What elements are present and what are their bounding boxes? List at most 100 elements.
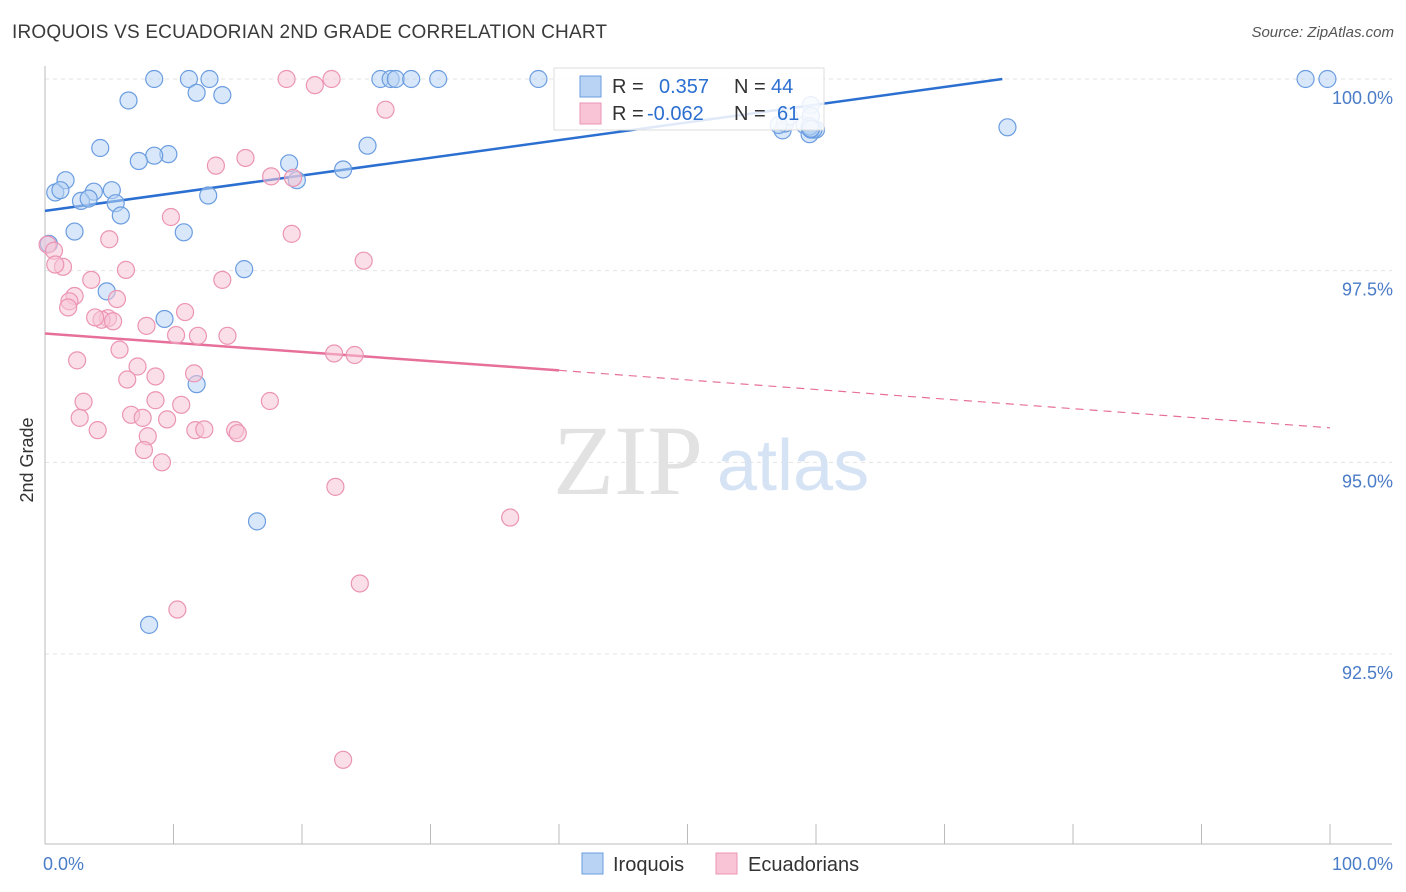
point-ecuadorians <box>86 308 105 327</box>
point-iroquois <box>51 181 70 200</box>
point-ecuadorians <box>184 364 204 383</box>
point-ecuadorians <box>134 440 154 460</box>
point-ecuadorians <box>236 148 255 168</box>
x-tick-labels: 0.0% 100.0% <box>43 854 1393 874</box>
x-tick-label: 0.0% <box>43 854 84 874</box>
point-ecuadorians <box>218 326 237 345</box>
point-iroquois <box>179 69 199 89</box>
point-ecuadorians <box>137 316 156 335</box>
bottom-legend-label-iroquois: Iroquois <box>613 854 684 876</box>
point-ecuadorians <box>195 420 214 439</box>
point-iroquois <box>129 151 148 171</box>
legend-swatch-ecuadorians <box>579 102 602 125</box>
point-iroquois <box>529 69 548 89</box>
points-layer <box>38 69 1337 769</box>
point-ecuadorians <box>59 298 78 317</box>
point-ecuadorians <box>146 367 165 386</box>
trend-layer <box>44 77 1331 429</box>
point-ecuadorians <box>322 69 341 89</box>
point-ecuadorians <box>228 424 247 443</box>
point-iroquois <box>145 146 164 165</box>
point-ecuadorians <box>116 260 136 279</box>
point-iroquois <box>334 160 353 179</box>
source-label: Source: ZipAtlas.com <box>1251 24 1394 41</box>
point-iroquois <box>155 309 174 329</box>
point-iroquois <box>139 615 159 634</box>
point-ecuadorians <box>277 69 296 89</box>
legend-swatch-iroquois <box>579 75 602 98</box>
point-ecuadorians <box>168 600 187 619</box>
point-ecuadorians <box>305 76 324 95</box>
legend-r-value-ecuadorians: -0.062 <box>647 103 704 125</box>
point-ecuadorians <box>70 408 89 427</box>
legend-n-label-iroquois: N = <box>734 76 766 98</box>
point-iroquois <box>1318 69 1337 89</box>
point-iroquois <box>386 69 405 89</box>
point-iroquois <box>1296 69 1315 89</box>
point-ecuadorians <box>146 391 165 410</box>
legend-r-label-ecuadorians: R = <box>612 103 644 125</box>
trend-line-ecuadorians-extension <box>558 369 1331 429</box>
y-tick-labels: 100.0% 97.5% 95.0% 92.5% <box>1332 88 1393 683</box>
point-ecuadorians <box>46 255 65 274</box>
watermark: ZIP atlas <box>553 405 869 516</box>
point-ecuadorians <box>376 100 395 119</box>
watermark-zip: ZIP <box>553 405 703 516</box>
point-iroquois <box>145 69 164 89</box>
point-ecuadorians <box>100 230 119 249</box>
point-ecuadorians <box>175 302 195 322</box>
point-iroquois <box>79 189 98 208</box>
point-ecuadorians <box>82 270 101 289</box>
y-axis-label: 2nd Grade <box>17 417 37 502</box>
point-iroquois <box>119 91 138 110</box>
point-ecuadorians <box>326 477 345 496</box>
point-ecuadorians <box>157 410 177 429</box>
point-ecuadorians <box>74 392 93 411</box>
chart-title: IROQUOIS VS ECUADORIAN 2ND GRADE CORRELA… <box>12 22 608 43</box>
bottom-legend: Iroquois Ecuadorians <box>581 852 859 876</box>
trend-line-ecuadorians <box>44 332 560 372</box>
point-iroquois <box>429 69 448 89</box>
point-iroquois <box>213 85 232 105</box>
point-iroquois <box>200 69 219 89</box>
point-iroquois <box>247 512 267 531</box>
y-tick-label: 100.0% <box>1332 88 1393 108</box>
point-ecuadorians <box>188 326 208 345</box>
point-ecuadorians <box>334 750 353 769</box>
point-iroquois <box>235 260 254 279</box>
legend-n-value-ecuadorians: 61 <box>777 103 799 125</box>
point-ecuadorians <box>172 395 191 414</box>
legend-n-value-iroquois: 44 <box>771 76 793 98</box>
trend-line-iroquois <box>44 77 1003 213</box>
point-ecuadorians <box>68 351 87 370</box>
point-iroquois <box>174 223 193 242</box>
point-ecuadorians <box>345 345 364 365</box>
point-iroquois <box>998 118 1017 137</box>
point-ecuadorians <box>166 325 186 345</box>
x-tick-label: 100.0% <box>1332 854 1393 874</box>
legend-r-value-iroquois: 0.357 <box>659 76 709 98</box>
point-ecuadorians <box>350 574 369 593</box>
point-ecuadorians <box>161 207 181 227</box>
point-ecuadorians <box>213 270 232 289</box>
legend-r-label-iroquois: R = <box>612 76 644 98</box>
point-ecuadorians <box>282 224 301 243</box>
point-ecuadorians <box>133 408 152 427</box>
point-iroquois <box>187 83 206 102</box>
axes-layer <box>44 66 1392 845</box>
point-ecuadorians <box>107 289 127 309</box>
y-tick-label: 95.0% <box>1342 471 1393 491</box>
point-ecuadorians <box>104 312 123 331</box>
y-tick-label: 92.5% <box>1342 663 1393 683</box>
point-iroquois <box>199 186 218 205</box>
bottom-legend-swatch-ecuadorians <box>715 852 738 875</box>
point-ecuadorians <box>118 370 137 389</box>
point-ecuadorians <box>262 167 281 186</box>
bottom-legend-label-ecuadorians: Ecuadorians <box>748 854 859 876</box>
point-ecuadorians <box>501 508 520 527</box>
watermark-atlas: atlas <box>717 426 869 506</box>
point-ecuadorians <box>206 156 226 175</box>
top-legend: R = 0.357 N = 44 R = -0.062 N = 61 <box>553 67 825 131</box>
point-ecuadorians <box>110 340 129 359</box>
